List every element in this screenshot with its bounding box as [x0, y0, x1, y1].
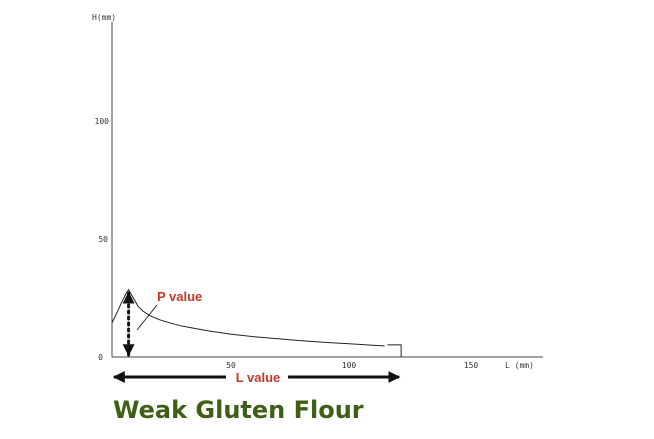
curve-end-cap [387, 344, 402, 357]
x-axis-label: L (mm) [505, 361, 534, 370]
y-tick-label-50: 50 [98, 235, 108, 244]
x-tick-label-100: 100 [342, 361, 357, 370]
y-tick-label-0: 0 [98, 353, 103, 362]
x-tick-label-50: 50 [226, 361, 236, 370]
chart-title: Weak Gluten Flour [113, 396, 364, 424]
l-value-label: L value [236, 370, 281, 385]
y-tick-label-100: 100 [95, 117, 110, 126]
x-tick-label-150: 150 [464, 361, 479, 370]
p-value-label: P value [157, 289, 202, 304]
p-value-leader-line [136, 304, 158, 331]
y-axis-label: H(mm) [92, 13, 116, 22]
series-line [111, 288, 385, 347]
